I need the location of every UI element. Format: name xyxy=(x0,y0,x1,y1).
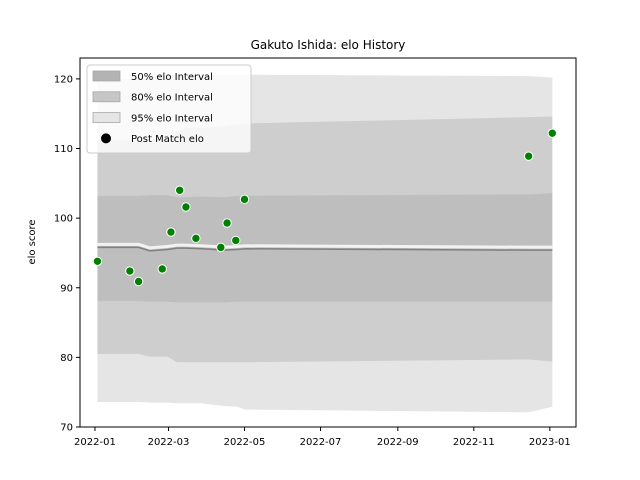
legend-swatch-band-50 xyxy=(92,70,121,82)
y-tick-label: 110 xyxy=(54,144,73,155)
y-axis-title: elo score xyxy=(27,219,38,264)
chart-title: Gakuto Ishida: elo History xyxy=(251,38,406,52)
y-tick-label: 90 xyxy=(60,283,73,294)
post-match-point xyxy=(166,227,176,237)
x-tick-label: 2022-11 xyxy=(453,437,495,448)
legend-label: 95% elo Interval xyxy=(131,113,213,124)
x-tick-label: 2022-07 xyxy=(300,437,342,448)
legend-swatch-band-95 xyxy=(92,112,121,123)
post-match-point xyxy=(239,194,250,205)
legend-swatch-band-80 xyxy=(92,91,121,103)
post-match-point xyxy=(523,151,534,161)
post-match-point xyxy=(175,185,185,195)
band-80-interval xyxy=(97,116,553,363)
y-tick-label: 120 xyxy=(54,74,73,85)
x-tick-label: 2022-01 xyxy=(74,437,116,448)
plot-frame xyxy=(79,57,577,428)
x-tick-label: 2022-09 xyxy=(377,437,419,448)
y-tick-label: 80 xyxy=(60,353,73,364)
plot-area xyxy=(92,74,558,413)
mean-elo-line xyxy=(97,246,553,252)
post-match-point xyxy=(181,202,191,212)
post-match-point xyxy=(157,264,167,274)
x-tick-label: 2022-05 xyxy=(224,437,266,448)
post-match-point xyxy=(92,256,103,266)
band-50-interval xyxy=(97,193,553,303)
axes: 2022-01 2022-03 2022-05 2022-07 2022-09 2022-… xyxy=(54,74,571,448)
legend: 50% elo Interval 80% elo Interval 95% elo … xyxy=(86,64,252,154)
post-match-point xyxy=(133,276,144,287)
legend-label: 50% elo Interval xyxy=(131,72,213,83)
post-match-point xyxy=(125,266,135,276)
post-match-point xyxy=(222,218,232,228)
post-match-point xyxy=(547,128,558,138)
band-95-interval xyxy=(97,74,553,413)
legend-box xyxy=(86,64,252,154)
legend-marker-points xyxy=(101,133,111,144)
y-tick-label: 70 xyxy=(60,423,73,434)
post-match-point xyxy=(216,242,226,253)
y-tick-label: 100 xyxy=(54,214,73,225)
x-tick-label: 2022-03 xyxy=(148,437,190,448)
post-match-point xyxy=(191,233,201,244)
legend-label: Post Match elo xyxy=(131,134,204,145)
post-match-point xyxy=(231,235,241,246)
mean-highlight-line xyxy=(97,242,553,250)
legend-label: 80% elo Interval xyxy=(131,93,213,104)
x-tick-label: 2023-01 xyxy=(529,437,571,448)
